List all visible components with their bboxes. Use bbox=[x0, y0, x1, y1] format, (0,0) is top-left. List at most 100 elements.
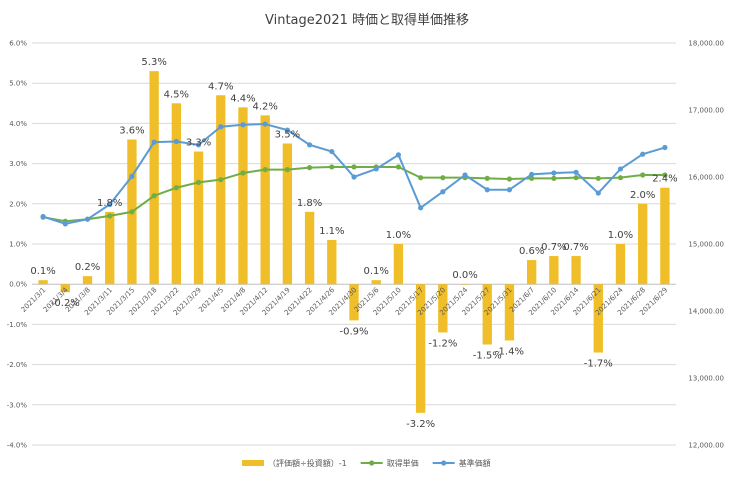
bar bbox=[460, 284, 470, 285]
right-tick-label: 14,000.00 bbox=[688, 308, 724, 316]
line-point bbox=[418, 205, 424, 211]
line-point bbox=[640, 151, 646, 157]
line-point bbox=[484, 175, 490, 181]
data-label: 0.7% bbox=[563, 242, 588, 253]
bar bbox=[349, 284, 359, 321]
line-point bbox=[262, 121, 268, 127]
data-label: 4.7% bbox=[208, 81, 233, 92]
line-point bbox=[329, 164, 335, 170]
left-axis: -4.0% -3.0% -2.0% -1.0% 0.0% 1.0% 2.0% 3.0% 4.0%… bbox=[7, 40, 28, 450]
right-tick-label: 17,000.00 bbox=[688, 107, 724, 115]
bar bbox=[82, 276, 93, 285]
data-label: 1.1% bbox=[319, 226, 344, 237]
data-labels: 0.1% -0.2% 0.2% 1.8% 3.6% 5.3% 4.5% 3.3% 4.7%4.4… bbox=[30, 57, 677, 430]
data-label: 0.1% bbox=[364, 266, 389, 277]
data-label: 1.8% bbox=[97, 198, 122, 209]
line-point bbox=[440, 189, 446, 195]
left-tick-label: 2.0% bbox=[9, 200, 27, 208]
bar bbox=[171, 103, 182, 285]
bar bbox=[149, 71, 159, 285]
legend-marker bbox=[441, 460, 447, 466]
left-tick-label: 1.0% bbox=[9, 241, 27, 249]
bar bbox=[660, 187, 670, 285]
line-point bbox=[529, 175, 535, 181]
right-tick-label: 18,000.00 bbox=[688, 40, 724, 48]
line-point bbox=[173, 138, 179, 145]
data-label: -1.7% bbox=[584, 359, 613, 370]
data-label: -1.2% bbox=[428, 338, 457, 349]
line-point bbox=[240, 122, 246, 128]
line-point bbox=[529, 171, 535, 177]
line-point bbox=[595, 175, 601, 181]
line-point bbox=[395, 164, 402, 170]
line-point bbox=[284, 167, 290, 173]
right-tick-label: 13,000.00 bbox=[688, 375, 724, 383]
left-tick-label: 4.0% bbox=[9, 120, 27, 128]
line-point bbox=[240, 170, 246, 176]
bar bbox=[38, 280, 48, 285]
line-point bbox=[662, 144, 668, 151]
line-point bbox=[84, 216, 91, 222]
data-label: 0.7% bbox=[541, 242, 566, 253]
line-point bbox=[617, 175, 624, 181]
right-tick-label: 16,000.00 bbox=[688, 174, 724, 182]
line-point bbox=[218, 177, 224, 183]
data-label: 2.4% bbox=[652, 174, 677, 185]
left-tick-label: -4.0% bbox=[7, 442, 28, 450]
bar bbox=[415, 284, 426, 413]
data-label: 0.2% bbox=[75, 262, 100, 273]
data-label: 1.0% bbox=[386, 230, 411, 241]
bar bbox=[260, 115, 270, 285]
data-label: -1.5% bbox=[473, 351, 502, 362]
line-point bbox=[62, 221, 68, 227]
data-label: 3.3% bbox=[186, 138, 211, 149]
right-tick-label: 15,000.00 bbox=[688, 241, 724, 249]
line-point bbox=[395, 152, 402, 158]
bar bbox=[549, 256, 559, 285]
line-point bbox=[573, 175, 579, 181]
bar bbox=[482, 284, 492, 345]
line-point bbox=[373, 166, 379, 172]
bar bbox=[593, 284, 603, 353]
line-point bbox=[418, 175, 424, 181]
legend-label: 基準価額 bbox=[459, 458, 491, 468]
bar bbox=[216, 95, 226, 285]
bar bbox=[304, 211, 315, 285]
data-label: 4.2% bbox=[252, 101, 277, 112]
bar bbox=[638, 203, 648, 285]
legend: （評価額÷投資額）-1 取得単価 基準価額 bbox=[242, 458, 491, 468]
line-point bbox=[329, 148, 335, 155]
data-label: 1.8% bbox=[297, 198, 322, 209]
line-point bbox=[40, 213, 46, 220]
bar bbox=[60, 284, 70, 293]
data-label: 2.0% bbox=[630, 190, 655, 201]
line-point bbox=[129, 173, 135, 179]
line-point bbox=[551, 170, 557, 176]
bar bbox=[504, 284, 515, 341]
bar bbox=[571, 256, 581, 285]
right-tick-label: 12,000.00 bbox=[688, 442, 724, 450]
left-tick-label: 6.0% bbox=[9, 40, 27, 48]
bar bbox=[438, 284, 448, 333]
line-point bbox=[195, 142, 202, 148]
bar bbox=[615, 244, 626, 285]
data-label: -3.2% bbox=[406, 419, 435, 430]
line-point bbox=[107, 201, 113, 208]
data-label: 4.5% bbox=[164, 89, 189, 100]
line-point bbox=[284, 127, 290, 133]
legend-marker bbox=[369, 460, 375, 466]
line-point bbox=[617, 166, 624, 172]
line-series bbox=[40, 121, 668, 227]
legend-label: （評価額÷投資額）-1 bbox=[268, 458, 347, 468]
bar bbox=[105, 211, 115, 285]
data-label: 0.0% bbox=[452, 270, 477, 281]
line-point bbox=[151, 139, 157, 145]
line-point bbox=[551, 175, 557, 181]
line-point bbox=[351, 174, 357, 180]
line-point bbox=[484, 187, 490, 193]
line-point bbox=[218, 124, 224, 130]
left-tick-label: -3.0% bbox=[7, 401, 28, 409]
bar bbox=[526, 260, 537, 285]
line-point bbox=[506, 176, 513, 182]
